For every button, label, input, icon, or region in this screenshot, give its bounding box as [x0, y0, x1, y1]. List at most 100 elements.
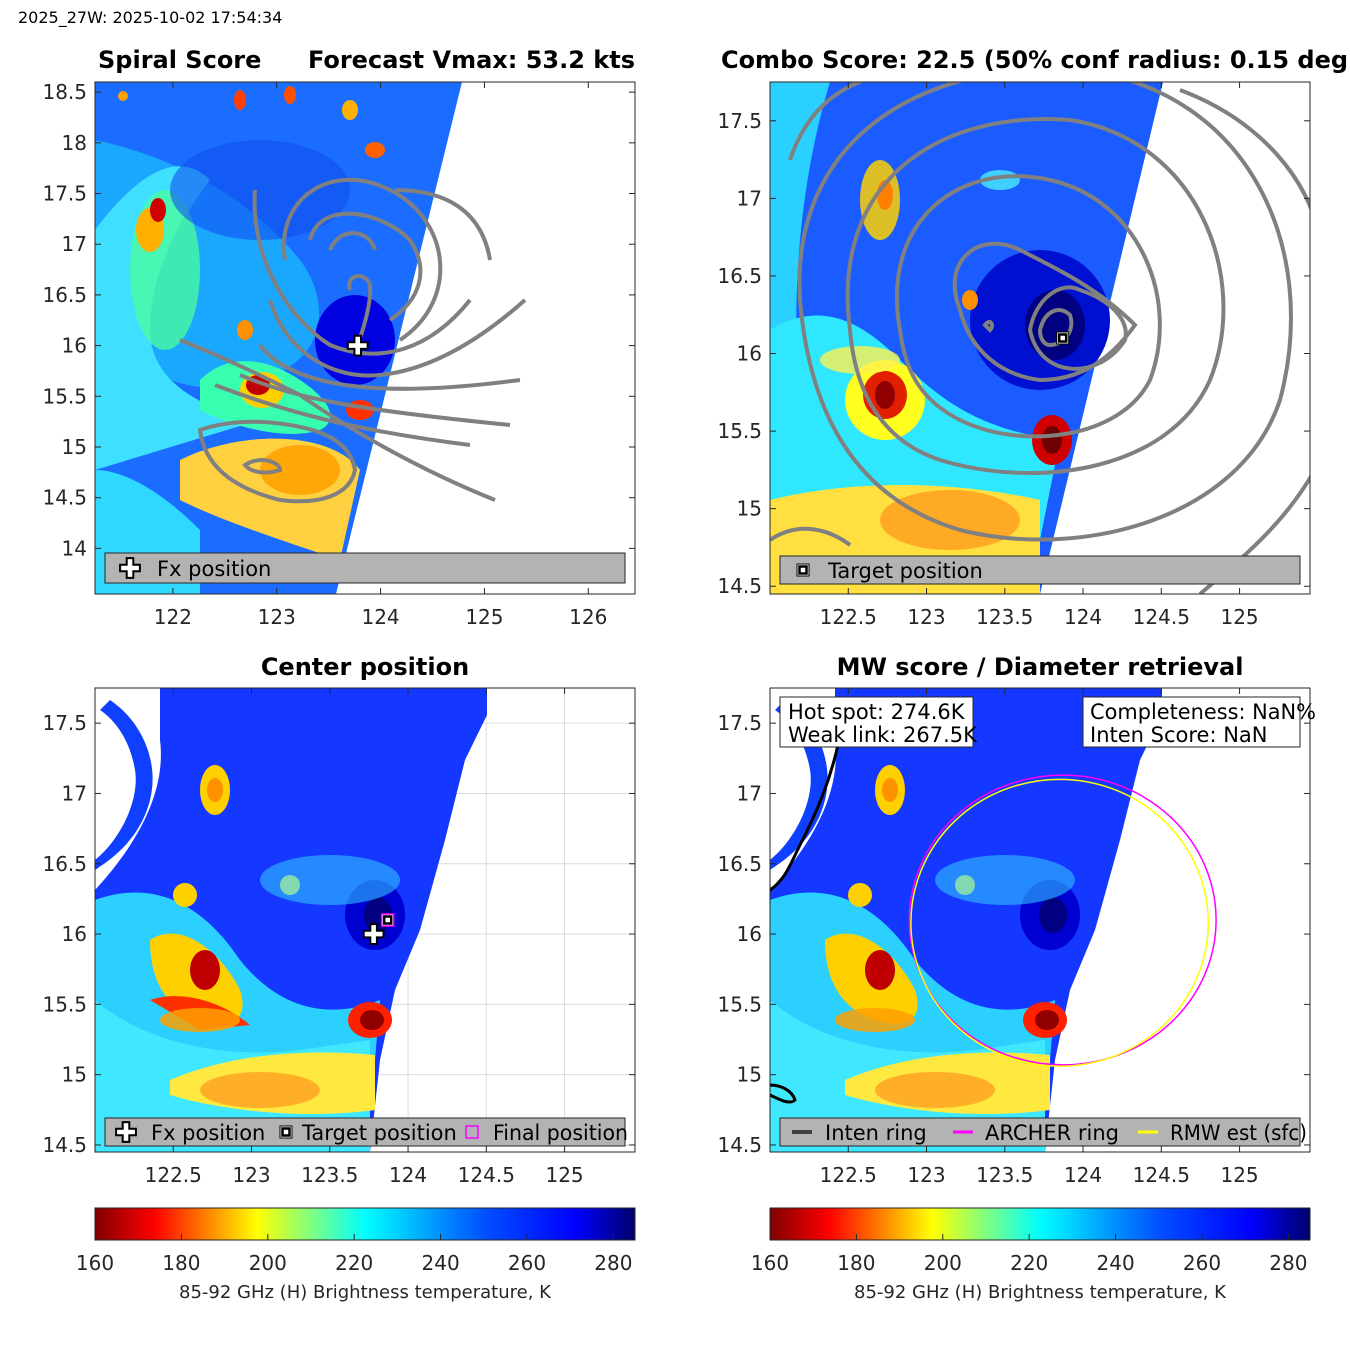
center-ticks: 122.5 123 123.5 124 124.5 125 14.5 15 15.5 16 16.5… [42, 688, 635, 1187]
colorbar-tick-label: 240 [1097, 1251, 1135, 1275]
y-tick-label: 16 [737, 342, 762, 366]
x-tick-label: 124 [1064, 605, 1102, 629]
y-tick-label: 15.5 [42, 384, 87, 408]
y-tick-label: 18.5 [42, 80, 87, 104]
archer-ring [908, 774, 1217, 1066]
legend-label-final: Final position [493, 1121, 628, 1145]
colorbar-tick-label: 260 [508, 1251, 546, 1275]
combo-title: Combo Score: 22.5 (50% conf radius: 0.15… [721, 46, 1350, 74]
colorbar-right: 160 180 200 220 240 260 280 85-92 GHz (H) Brig… [751, 1207, 1311, 1303]
legend-swatch-target [281, 1127, 291, 1137]
hot-spot-text: Hot spot: 274.6K [788, 700, 966, 724]
legend-swatch-target [798, 565, 808, 575]
y-tick-label: 17.5 [42, 182, 87, 206]
colorbar-tick-label: 240 [422, 1251, 460, 1275]
colorbar-right-gradient [769, 1207, 1311, 1241]
y-tick-label: 16.5 [42, 852, 87, 876]
panel-mw: MW score / Diameter retrieval [717, 653, 1316, 1187]
legend-label-inten: Inten ring [825, 1121, 927, 1145]
x-tick-label: 124.5 [1133, 1163, 1190, 1187]
spiral-markers [346, 334, 369, 357]
panel-combo: Combo Score: 22.5 (50% conf radius: 0.15… [717, 46, 1350, 629]
x-tick-label: 125 [1220, 605, 1258, 629]
x-tick-label: 122 [154, 605, 192, 629]
x-tick-label: 123 [907, 1163, 945, 1187]
legend-label-archer: ARCHER ring [985, 1121, 1119, 1145]
colorbar-left-gradient [94, 1207, 636, 1241]
x-tick-label: 124.5 [1133, 605, 1190, 629]
mw-coastline [770, 744, 840, 1104]
x-tick-label: 122.5 [820, 605, 877, 629]
x-tick-label: 124 [389, 1163, 427, 1187]
x-tick-label: 124 [1064, 1163, 1102, 1187]
completeness-text: Completeness: NaN% [1090, 700, 1316, 724]
mw-heatmap [770, 688, 1162, 1152]
legend-swatch-fx [115, 1121, 137, 1143]
mw-info-right: Completeness: NaN% Inten Score: NaN [1082, 696, 1316, 748]
x-tick-label: 123 [232, 1163, 270, 1187]
spiral-contours [179, 177, 527, 504]
target-position-marker [1057, 333, 1068, 343]
y-tick-label: 17.5 [717, 109, 762, 133]
colorbar-tick-label: 260 [1183, 1251, 1221, 1275]
y-tick-label: 18 [62, 131, 87, 155]
y-tick-label: 17.5 [717, 711, 762, 735]
mw-axes-frame [769, 687, 1311, 1153]
fx-position-marker [362, 923, 385, 945]
colorbar-left-label: 85-92 GHz (H) Brightness temperature, K [179, 1282, 552, 1303]
y-tick-label: 15.5 [42, 992, 87, 1016]
center-title: Center position [261, 653, 469, 681]
x-tick-label: 125 [465, 605, 503, 629]
combo-contours [770, 82, 1310, 594]
y-tick-label: 14.5 [717, 1133, 762, 1157]
colorbar-tick-label: 200 [249, 1251, 287, 1275]
y-tick-label: 14.5 [42, 486, 87, 510]
y-tick-label: 15.5 [717, 419, 762, 443]
y-tick-label: 17 [62, 232, 87, 256]
mw-rings [908, 774, 1217, 1067]
colorbar-tick-label: 180 [837, 1251, 875, 1275]
center-markers [362, 913, 395, 945]
weak-link-text: Weak link: 267.5K [788, 723, 978, 747]
colorbar-tick-label: 280 [594, 1251, 632, 1275]
legend-label-rmw: RMW est (sfc) [1170, 1121, 1307, 1145]
colorbar-tick-label: 220 [1010, 1251, 1048, 1275]
inten-score-text: Inten Score: NaN [1090, 723, 1268, 747]
x-tick-label: 125 [1220, 1163, 1258, 1187]
combo-markers [1056, 331, 1070, 345]
colorbar-tick-label: 160 [751, 1251, 789, 1275]
center-legend: Fx position Target position Final positi… [104, 1117, 628, 1147]
y-tick-label: 16 [62, 922, 87, 946]
x-tick-label: 123.5 [976, 605, 1033, 629]
combo-ticks: 122.5 123 123.5 124 124.5 125 14.5 15 15.5 16 16.5… [717, 82, 1310, 629]
spiral-axes-frame [94, 81, 636, 595]
legend-label-target: Target position [301, 1121, 457, 1145]
mw-legend: Inten ring ARCHER ring RMW est (sfc) [779, 1117, 1307, 1147]
y-tick-label: 15.5 [717, 992, 762, 1016]
rmw-ring [910, 778, 1210, 1067]
y-tick-label: 15 [737, 1063, 762, 1087]
x-tick-label: 122.5 [820, 1163, 877, 1187]
x-tick-label: 123.5 [976, 1163, 1033, 1187]
legend-label-target: Target position [827, 559, 983, 583]
y-tick-label: 16.5 [717, 264, 762, 288]
x-tick-label: 122.5 [145, 1163, 202, 1187]
y-tick-label: 15 [62, 435, 87, 459]
mw-title: MW score / Diameter retrieval [837, 653, 1244, 681]
panel-spiral: Spiral Score Forecast Vmax: 53.2 kts [42, 46, 636, 629]
combo-axes-frame [769, 81, 1311, 595]
target-position-marker [382, 915, 393, 925]
x-tick-label: 123 [907, 605, 945, 629]
y-tick-label: 14 [62, 536, 87, 560]
x-tick-label: 124.5 [458, 1163, 515, 1187]
mw-ticks: 122.5 123 123.5 124 124.5 125 14.5 15 15.5 16 16.5… [717, 688, 1310, 1187]
spiral-legend: Fx position [104, 552, 626, 584]
y-tick-label: 17 [737, 781, 762, 805]
legend-swatch-final [465, 1125, 479, 1139]
y-tick-label: 17 [62, 781, 87, 805]
x-tick-label: 126 [569, 605, 607, 629]
fx-position-marker [346, 334, 369, 357]
y-tick-label: 16.5 [42, 283, 87, 307]
y-tick-label: 14.5 [42, 1133, 87, 1157]
